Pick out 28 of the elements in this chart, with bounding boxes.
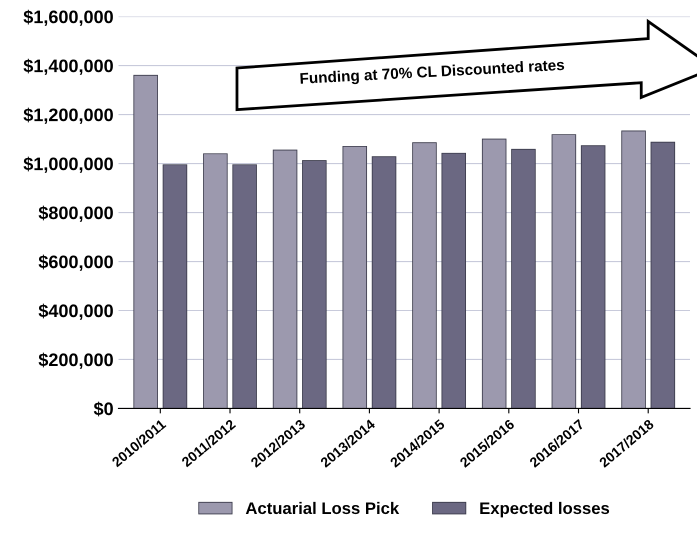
y-tick-label: $1,200,000 xyxy=(24,108,113,124)
bar xyxy=(552,134,576,408)
bar xyxy=(133,74,158,408)
bar xyxy=(272,150,298,408)
bar xyxy=(412,142,437,408)
bar xyxy=(621,130,646,408)
bar xyxy=(482,138,506,408)
bar xyxy=(232,164,257,408)
legend-label: Actuarial Loss Pick xyxy=(246,502,400,514)
bar xyxy=(511,148,536,408)
y-tick-label: $800,000 xyxy=(38,206,113,222)
y-tick-label: $1,000,000 xyxy=(24,156,113,173)
y-tick-label: $1,600,000 xyxy=(24,10,113,26)
bar xyxy=(203,153,228,408)
y-tick-label: $1,400,000 xyxy=(24,58,113,75)
bar xyxy=(162,164,188,408)
bar xyxy=(372,156,396,408)
bar xyxy=(342,146,368,408)
y-tick-label: $200,000 xyxy=(38,352,113,369)
bar xyxy=(302,160,327,408)
bar xyxy=(650,142,676,408)
y-tick-label: $0 xyxy=(94,402,113,416)
bar xyxy=(441,152,466,408)
annotation: Funding at 70% CL Discounted rates xyxy=(300,58,564,87)
y-tick-label: $600,000 xyxy=(38,254,113,271)
bar xyxy=(580,145,606,408)
y-tick-label: $400,000 xyxy=(38,304,113,320)
legend-label: Expected losses xyxy=(480,502,610,518)
